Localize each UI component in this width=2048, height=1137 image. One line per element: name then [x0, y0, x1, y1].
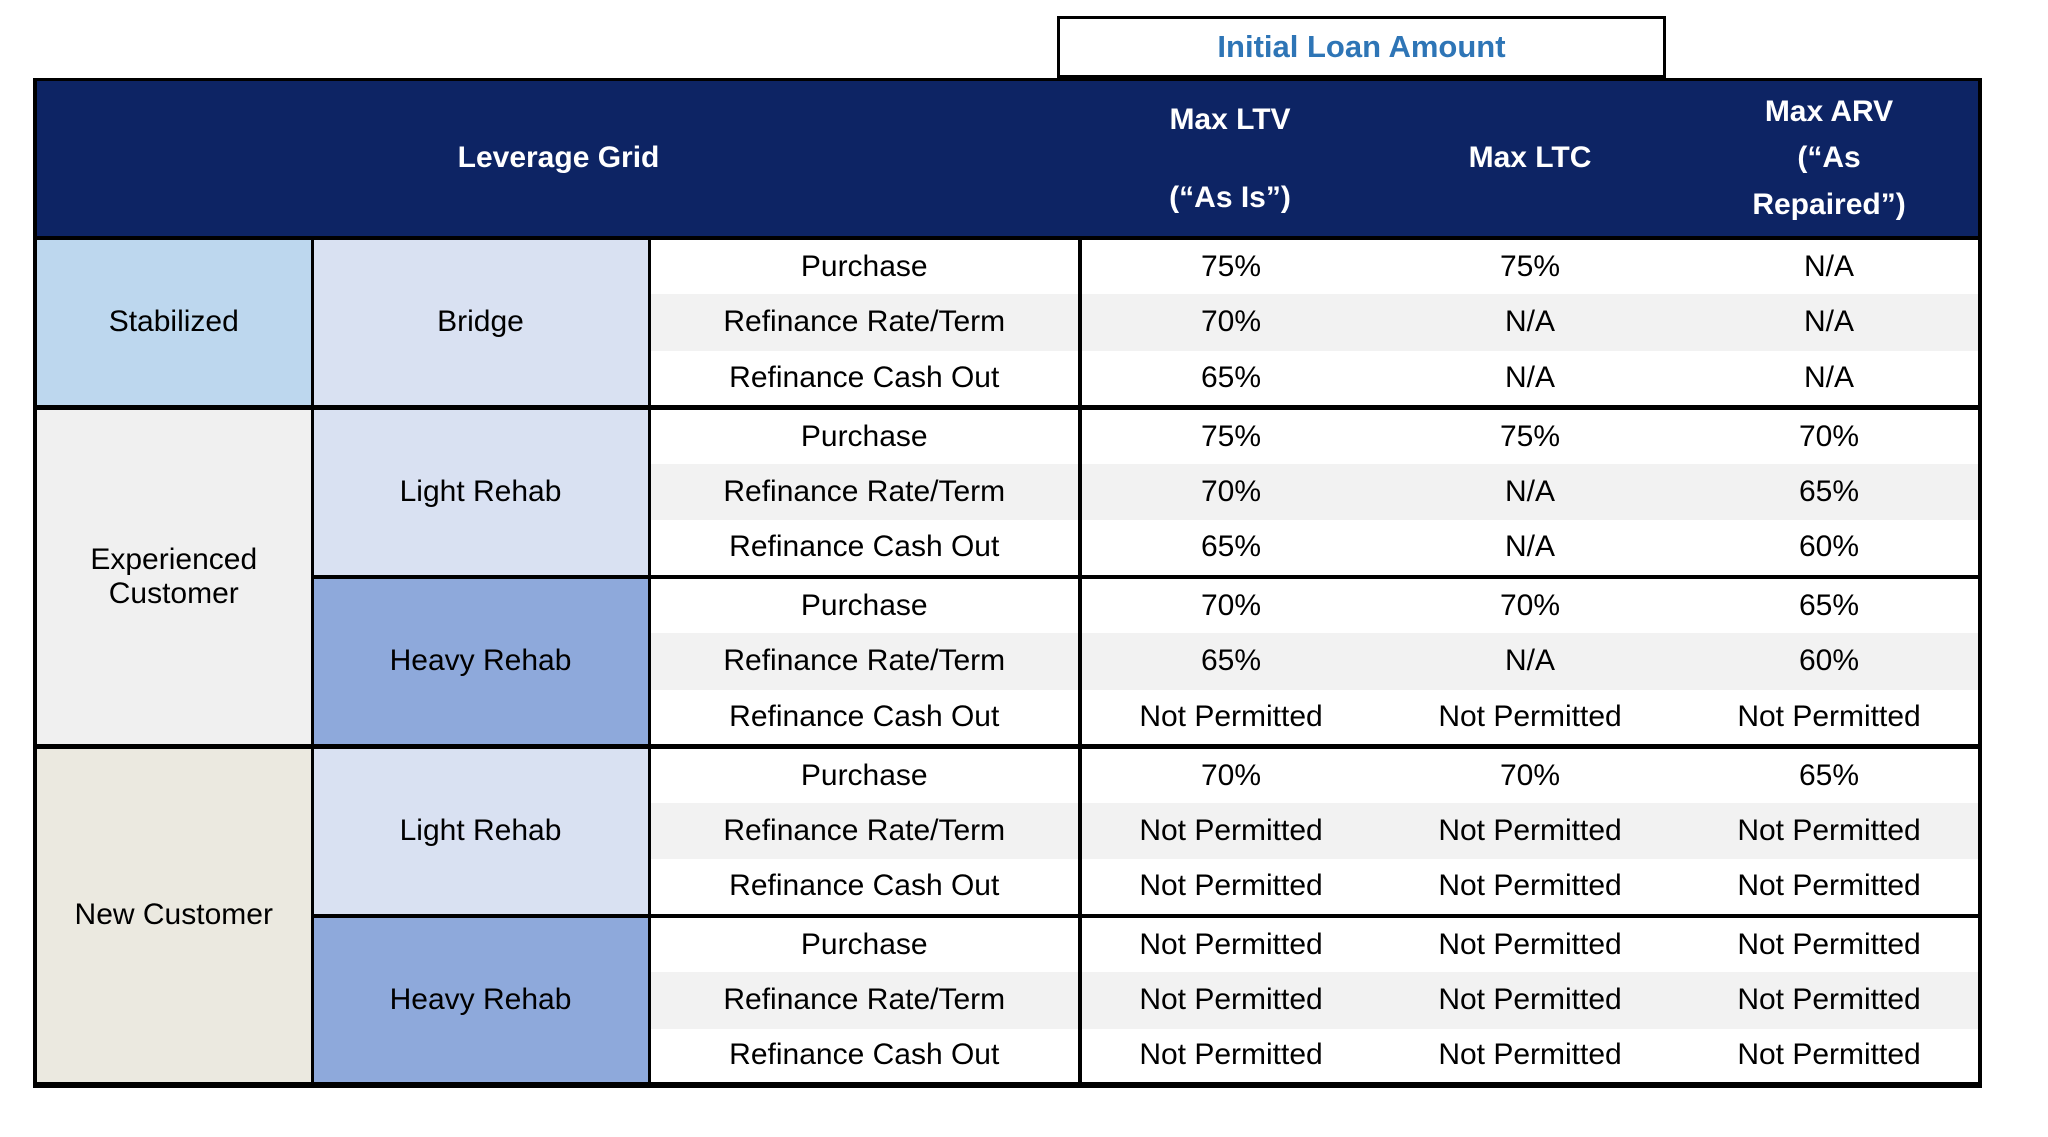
table-row: Refinance Cash Out 65% N/A 60%	[35, 520, 1981, 579]
transaction-cell: Purchase	[649, 746, 1083, 803]
program-cell: Light Rehab	[312, 746, 651, 918]
max-arv-value: Not Permitted	[1680, 1028, 1981, 1085]
table-row: Stabilized Bridge Purchase 75% 75% N/A	[35, 237, 1981, 410]
transaction-cell: Refinance Cash Out	[649, 1028, 1083, 1085]
max-ltv-value: 65%	[1080, 350, 1381, 410]
max-ltv-value: Not Permitted	[1080, 802, 1381, 859]
max-arv-value: 65%	[1680, 746, 1981, 803]
transaction-cell: Refinance Rate/Term	[649, 463, 1083, 520]
table-row: Refinance Rate/Term 65% N/A 60%	[35, 633, 1981, 690]
max-ltc-value: 75%	[1380, 407, 1681, 464]
max-arv-value: 60%	[1680, 520, 1981, 579]
max-ltv-value: Not Permitted	[1080, 859, 1381, 918]
max-ltc-value: N/A	[1380, 463, 1681, 520]
max-ltv-value: 70%	[1080, 463, 1381, 520]
max-arv-value: Not Permitted	[1680, 859, 1981, 918]
program-cell: Bridge	[312, 237, 651, 410]
max-ltv-value: Not Permitted	[1080, 972, 1381, 1029]
table-row: Refinance Cash Out Not Permitted Not Per…	[35, 1028, 1981, 1085]
transaction-cell: Refinance Rate/Term	[649, 802, 1083, 859]
table-row: Heavy Rehab Purchase 70% 70% 65%	[35, 576, 1981, 749]
max-ltv-value: 75%	[1080, 237, 1381, 294]
transaction-cell: Purchase	[649, 576, 1083, 633]
customer-group-cell: Experienced Customer	[35, 407, 314, 749]
max-arv-value: 60%	[1680, 633, 1981, 690]
program-cell: Light Rehab	[312, 407, 651, 579]
max-ltv-value: 70%	[1080, 746, 1381, 803]
header-leverage-grid: Leverage Grid	[35, 79, 1081, 240]
max-ltc-value: 75%	[1380, 237, 1681, 294]
table-row: Refinance Rate/Term Not Permitted Not Pe…	[35, 802, 1981, 859]
max-ltc-value: 70%	[1380, 746, 1681, 803]
transaction-cell: Refinance Rate/Term	[649, 633, 1083, 690]
max-arv-value: 65%	[1680, 463, 1981, 520]
transaction-cell: Refinance Cash Out	[649, 689, 1083, 749]
max-ltc-value: Not Permitted	[1380, 689, 1681, 749]
header-max-arv: Max ARV (“As Repaired”)	[1680, 79, 1981, 240]
customer-group-cell: Stabilized	[35, 237, 314, 410]
max-ltv-value: Not Permitted	[1080, 1028, 1381, 1085]
transaction-cell: Refinance Cash Out	[649, 350, 1083, 410]
max-ltc-value: N/A	[1380, 294, 1681, 351]
initial-loan-amount-label: Initial Loan Amount	[1217, 29, 1506, 64]
program-cell: Heavy Rehab	[312, 915, 651, 1085]
header-max-ltv: Max LTV (“As Is”)	[1080, 79, 1381, 240]
max-ltv-value: 70%	[1080, 576, 1381, 633]
program-cell: Heavy Rehab	[312, 576, 651, 749]
max-ltv-value: 75%	[1080, 407, 1381, 464]
initial-loan-amount-box: Initial Loan Amount	[1057, 16, 1666, 78]
max-ltv-value: Not Permitted	[1080, 915, 1381, 972]
table-row: Refinance Cash Out Not Permitted Not Per…	[35, 689, 1981, 749]
max-ltc-value: 70%	[1380, 576, 1681, 633]
max-arv-value: N/A	[1680, 237, 1981, 294]
table-row: Refinance Cash Out Not Permitted Not Per…	[35, 859, 1981, 918]
header-row: Leverage Grid Max LTV (“As Is”) Max LTC …	[35, 79, 1981, 240]
transaction-cell: Refinance Cash Out	[649, 520, 1083, 579]
table-row: Refinance Rate/Term Not Permitted Not Pe…	[35, 972, 1981, 1029]
transaction-cell: Refinance Rate/Term	[649, 294, 1083, 351]
max-ltv-value: 70%	[1080, 294, 1381, 351]
table-row: Refinance Rate/Term 70% N/A 65%	[35, 463, 1981, 520]
max-ltc-value: N/A	[1380, 633, 1681, 690]
transaction-cell: Refinance Rate/Term	[649, 972, 1083, 1029]
transaction-cell: Refinance Cash Out	[649, 859, 1083, 918]
max-arv-value: Not Permitted	[1680, 802, 1981, 859]
max-arv-value: Not Permitted	[1680, 972, 1981, 1029]
table-row: Heavy Rehab Purchase Not Permitted Not P…	[35, 915, 1981, 1085]
table-row: Refinance Rate/Term 70% N/A N/A	[35, 294, 1981, 351]
max-arv-value: N/A	[1680, 350, 1981, 410]
max-ltc-value: Not Permitted	[1380, 859, 1681, 918]
max-arv-value: 70%	[1680, 407, 1981, 464]
max-ltv-value: 65%	[1080, 633, 1381, 690]
customer-group-cell: New Customer	[35, 746, 314, 1085]
max-arv-value: N/A	[1680, 294, 1981, 351]
leverage-grid-table: Leverage Grid Max LTV (“As Is”) Max LTC …	[33, 78, 1983, 1088]
max-ltv-value: 65%	[1080, 520, 1381, 579]
table-row: New Customer Light Rehab Purchase 70% 70…	[35, 746, 1981, 1085]
transaction-cell: Purchase	[649, 915, 1083, 972]
transaction-cell: Purchase	[649, 237, 1083, 294]
max-ltc-value: Not Permitted	[1380, 972, 1681, 1029]
table-row: Experienced Customer Light Rehab Purchas…	[35, 407, 1981, 749]
max-ltc-value: Not Permitted	[1380, 1028, 1681, 1085]
header-max-ltc: Max LTC	[1380, 79, 1681, 240]
max-arv-value: 65%	[1680, 576, 1981, 633]
table-row: Refinance Cash Out 65% N/A N/A	[35, 350, 1981, 410]
max-ltc-value: Not Permitted	[1380, 915, 1681, 972]
max-ltc-value: Not Permitted	[1380, 802, 1681, 859]
max-ltc-value: N/A	[1380, 350, 1681, 410]
max-arv-value: Not Permitted	[1680, 915, 1981, 972]
max-ltc-value: N/A	[1380, 520, 1681, 579]
max-ltv-value: Not Permitted	[1080, 689, 1381, 749]
max-arv-value: Not Permitted	[1680, 689, 1981, 749]
transaction-cell: Purchase	[649, 407, 1083, 464]
